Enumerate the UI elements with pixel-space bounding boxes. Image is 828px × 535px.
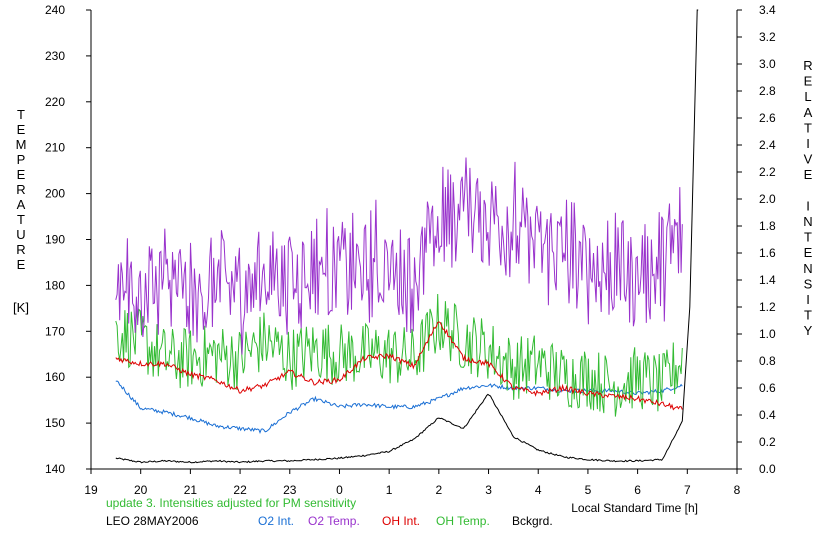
- y-right-tick-label: 1.4: [759, 273, 776, 287]
- y-left-tick-label: 230: [45, 49, 65, 63]
- x-tick-label: 3: [485, 483, 492, 497]
- y-right-title-letter: I: [806, 136, 810, 151]
- y-left-tick-label: 180: [45, 278, 65, 292]
- y-left-tick-label: 190: [45, 233, 65, 247]
- y-left-tick-label: 220: [45, 95, 65, 109]
- y-right-title-letter: T: [804, 120, 812, 135]
- x-tick-label: 7: [684, 483, 691, 497]
- x-tick-label: 22: [233, 483, 247, 497]
- y-left-title-letter: A: [17, 197, 26, 212]
- y-right-tick-label: 1.2: [759, 300, 776, 314]
- y-left-title-letter: R: [16, 182, 25, 197]
- y-right-tick-label: 3.0: [759, 57, 776, 71]
- y-right-title-letter: E: [804, 74, 813, 89]
- series-oh-temp-line: [115, 293, 683, 417]
- y-left-title-letter: T: [17, 212, 25, 227]
- x-tick-label: 20: [134, 483, 148, 497]
- y-right-title-letter: I: [806, 292, 810, 307]
- y-right-tick-label: 0.8: [759, 354, 776, 368]
- y-left-title-letter: T: [17, 107, 25, 122]
- y-right-tick-label: 2.8: [759, 84, 776, 98]
- y-right-tick-label: 3.2: [759, 30, 776, 44]
- y-left-title-unit: [K]: [13, 300, 29, 315]
- y-right-tick-label: 0.0: [759, 462, 776, 476]
- y-right-tick-label: 0.4: [759, 408, 776, 422]
- y-left-tick-label: 160: [45, 370, 65, 384]
- series-oh-int-line: [115, 321, 683, 411]
- series-bckgrd-line: [115, 9, 699, 464]
- y-right-tick-label: 1.6: [759, 246, 776, 260]
- y-right-title-letter: S: [804, 276, 813, 291]
- y-left-tick-label: 200: [45, 187, 65, 201]
- y-left-title-letter: U: [16, 227, 25, 242]
- y-right-title-letter: V: [804, 152, 813, 167]
- y-right-tick-label: 3.4: [759, 3, 776, 17]
- x-tick-label: 2: [436, 483, 443, 497]
- x-tick-label: 21: [184, 483, 198, 497]
- x-tick-label: 19: [84, 483, 98, 497]
- legend-oh-temp: OH Temp.: [436, 514, 490, 528]
- x-tick-label: 8: [734, 483, 741, 497]
- legend-o2-int: O2 Int.: [258, 514, 295, 528]
- y-left-title-letter: M: [16, 137, 27, 152]
- y-right-tick-label: 0.2: [759, 435, 776, 449]
- y-left-title-letter: R: [16, 242, 25, 257]
- y-right-title-letter: T: [804, 308, 812, 323]
- legend-oh-int: OH Int.: [382, 514, 421, 528]
- y-right-title-letter: N: [803, 214, 812, 229]
- legend-bckgrd: Bckgrd.: [512, 514, 553, 528]
- y-right-tick-label: 1.0: [759, 327, 776, 341]
- y-left-tick-label: 210: [45, 141, 65, 155]
- y-right-title-letter: N: [803, 261, 812, 276]
- y-right-title-letter: Y: [804, 323, 813, 338]
- y-left-tick-label: 170: [45, 324, 65, 338]
- y-right-title-letter: E: [804, 167, 813, 182]
- y-right-tick-label: 2.6: [759, 111, 776, 125]
- series-o2-temp-line: [115, 157, 683, 355]
- y-right-title-letter: E: [804, 245, 813, 260]
- footer-note: update 3. Intensities adjusted for PM se…: [106, 496, 357, 510]
- y-right-tick-label: 1.8: [759, 219, 776, 233]
- y-right-title-letter: I: [806, 198, 810, 213]
- y-left-tick-label: 140: [45, 462, 65, 476]
- y-right-title-letter: T: [804, 230, 812, 245]
- y-right-tick-label: 2.0: [759, 192, 776, 206]
- x-axis-title: Local Standard Time [h]: [571, 501, 698, 515]
- legend-o2-temp: O2 Temp.: [308, 514, 360, 528]
- y-right-tick-label: 2.2: [759, 165, 776, 179]
- y-right-title-letter: A: [804, 105, 813, 120]
- x-tick-label: 1: [386, 483, 393, 497]
- y-left-title-letter: E: [17, 257, 26, 272]
- y-left-title-letter: P: [17, 152, 26, 167]
- axes-layer: 19 20 21 22 23 0 1 2 3 4 5 6 7 8140150160170180190200…: [45, 3, 776, 497]
- x-tick-label: 5: [585, 483, 592, 497]
- series-layer: [115, 9, 699, 464]
- y-left-title-letter: E: [17, 167, 26, 182]
- y-left-tick-label: 150: [45, 416, 65, 430]
- x-tick-label: 0: [336, 483, 343, 497]
- footer-site-date: LEO 28MAY2006: [106, 514, 199, 528]
- y-right-tick-label: 2.4: [759, 138, 776, 152]
- y-right-tick-label: 0.6: [759, 381, 776, 395]
- y-left-tick-label: 240: [45, 3, 65, 17]
- x-tick-label: 6: [634, 483, 641, 497]
- y-right-title-letter: L: [804, 89, 811, 104]
- x-tick-label: 23: [283, 483, 297, 497]
- x-tick-label: 4: [535, 483, 542, 497]
- y-left-title-letter: E: [17, 122, 26, 137]
- y-right-title-letter: R: [803, 58, 812, 73]
